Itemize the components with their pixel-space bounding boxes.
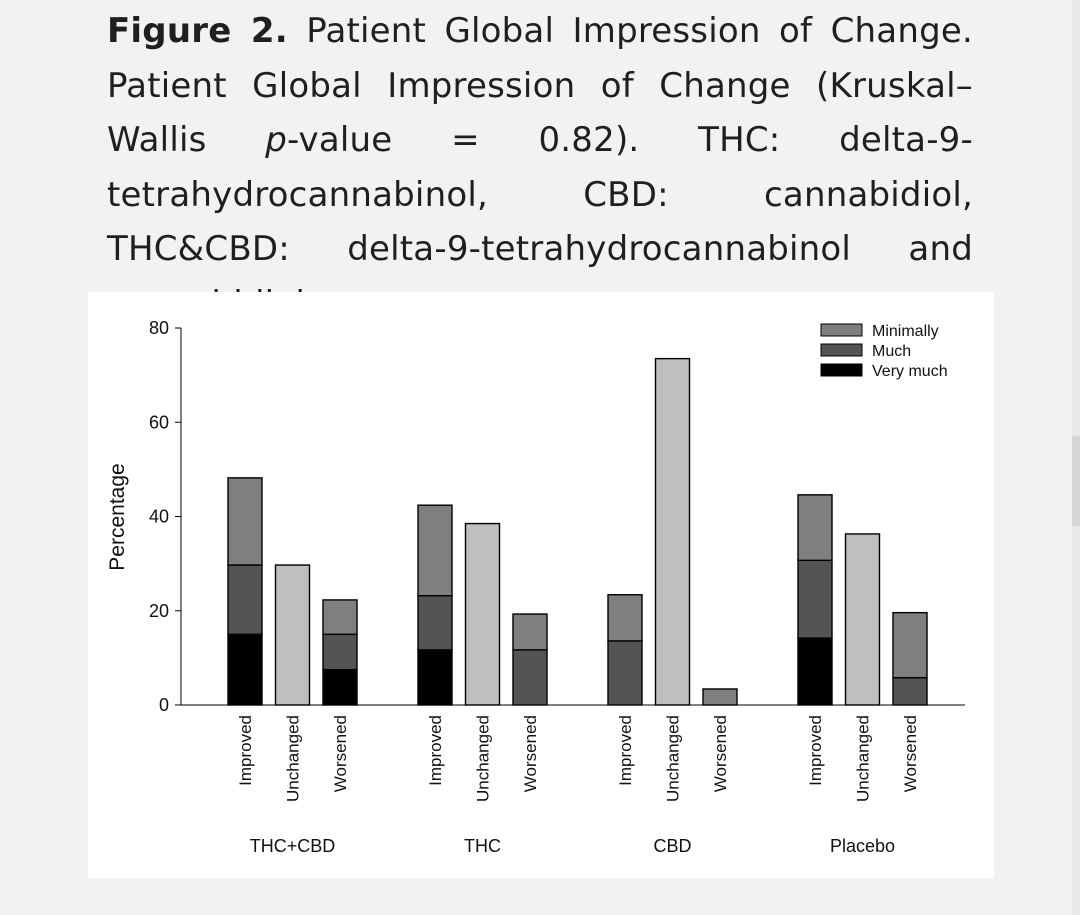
figure-caption: Figure 2. Patient Global Impression of C… — [107, 4, 973, 331]
x-tick-label: Improved — [806, 715, 825, 786]
bar-thc-cbd-improved-minimally — [227, 477, 263, 566]
x-tick-label: Improved — [426, 715, 445, 786]
bar-thc-cbd-worsened-minimally — [322, 599, 358, 636]
legend-label: Very much — [872, 363, 948, 380]
bar-thc-improved-much — [417, 594, 453, 651]
legend-swatch — [820, 323, 863, 337]
bar-cbd-improved-much — [607, 640, 643, 706]
x-tick-label: Worsened — [331, 715, 350, 792]
bar-thc-cbd-worsened-much — [322, 633, 358, 671]
y-tick-label: 0 — [159, 695, 169, 715]
x-tick-label: Worsened — [901, 715, 920, 792]
bar-thc-worsened-much — [512, 649, 548, 706]
group-label: CBD — [653, 836, 691, 856]
scroll-thumb[interactable] — [1072, 436, 1080, 526]
bar-thc-cbd-worsened-very-much — [322, 668, 358, 706]
x-tick-label: Worsened — [521, 715, 540, 792]
x-tick-label: Unchanged — [474, 715, 493, 802]
bar-thc-cbd-unchanged-unchanged — [274, 564, 311, 706]
group-label: THC — [464, 836, 501, 856]
scroll-edge — [1072, 0, 1080, 915]
p-symbol: p — [265, 120, 287, 160]
bar-thc-worsened-minimally — [512, 613, 548, 651]
y-tick-label: 80 — [149, 318, 169, 338]
group-label: THC+CBD — [250, 836, 336, 856]
figure-image: 0 20 40 60 80 Percentage Improved Unchanged Wors… — [88, 292, 994, 878]
y-axis-label: Percentage — [106, 463, 129, 570]
legend-swatch — [820, 343, 863, 357]
bar-thc-improved-very-much — [417, 649, 453, 706]
bar-placebo-improved-very-much — [797, 637, 833, 706]
bar-placebo-worsened-much — [892, 676, 928, 706]
bar-thc-unchanged-unchanged — [464, 522, 501, 706]
x-tick-label: Worsened — [711, 715, 730, 792]
bar-thc-cbd-improved-very-much — [227, 633, 263, 706]
y-tick-label: 60 — [149, 412, 169, 432]
bar-thc-improved-minimally — [417, 504, 453, 597]
y-tick-label: 20 — [149, 601, 169, 621]
bar-cbd-unchanged-unchanged — [654, 357, 691, 706]
bar-chart: 0 20 40 60 80 Percentage Improved Unchanged Wors… — [106, 318, 965, 856]
x-tick-label: Unchanged — [664, 715, 683, 802]
x-tick-label: Improved — [616, 715, 635, 786]
bar-cbd-worsened-minimally — [702, 688, 738, 706]
figure-label: Figure 2. — [107, 11, 288, 51]
legend-swatch — [820, 363, 863, 377]
x-tick-label: Improved — [236, 715, 255, 786]
bar-placebo-improved-much — [797, 559, 833, 639]
bar-placebo-worsened-minimally — [892, 611, 928, 679]
bar-cbd-improved-minimally — [607, 594, 643, 642]
x-tick-label: Unchanged — [284, 715, 303, 802]
caption-text-1: Patient Global Impression of Change. Pat… — [107, 11, 973, 160]
bar-placebo-unchanged-unchanged — [844, 533, 881, 706]
group-label: Placebo — [830, 836, 895, 856]
x-tick-label: Unchanged — [854, 715, 873, 802]
legend-label: Minimally — [872, 323, 939, 340]
bar-thc-cbd-improved-much — [227, 564, 263, 636]
legend-label: Much — [872, 343, 911, 360]
caption-text-2: -value = 0.82). THC: delta-9-tetrahydroc… — [107, 120, 973, 324]
bar-placebo-improved-minimally — [797, 494, 833, 562]
y-tick-label: 40 — [149, 507, 169, 527]
